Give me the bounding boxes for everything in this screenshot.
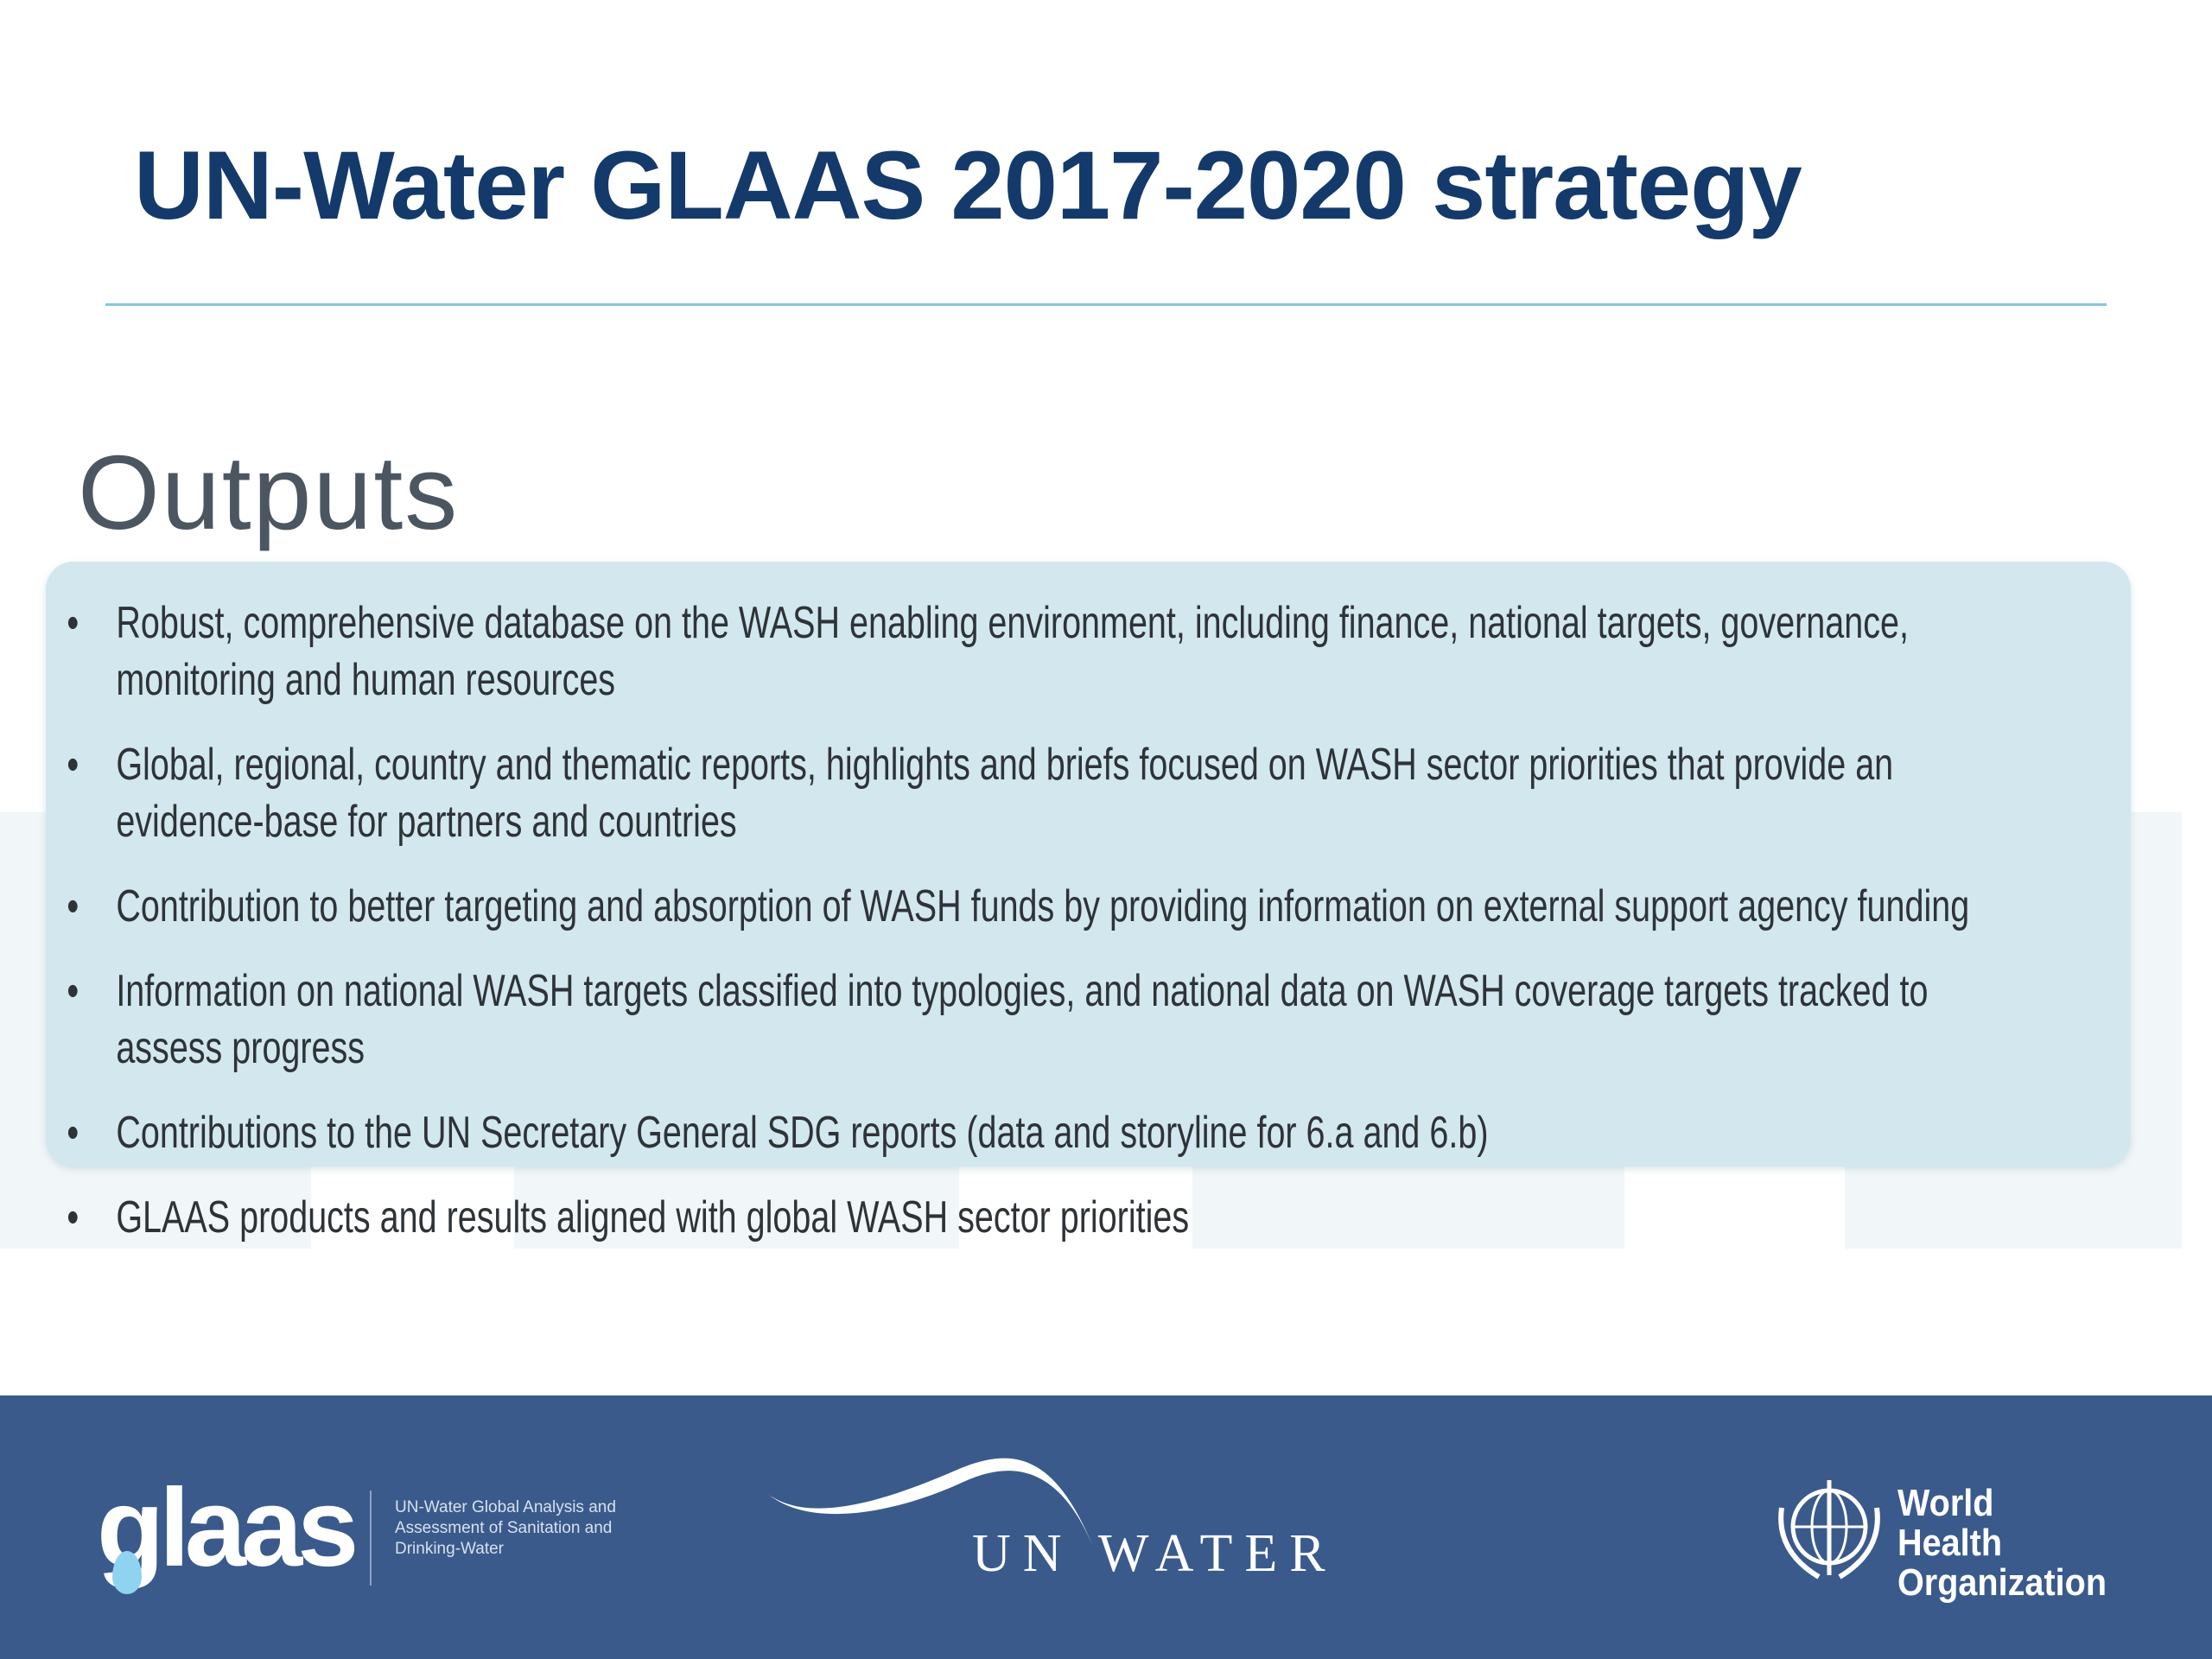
glaas-tagline: UN-Water Global Analysis and Assessment … [395, 1498, 616, 1558]
footer-bar: glaas UN-Water Global Analysis and Asses… [0, 1395, 2212, 1659]
slide-title: UN-Water GLAAS 2017-2020 strategy [134, 131, 1802, 239]
bullet-icon: • [67, 598, 79, 648]
outputs-list: • Robust, comprehensive database on the W… [46, 594, 2029, 1274]
bullet-text: Information on national WASH targets cla… [116, 966, 1929, 1073]
list-item: • Information on national WASH targets cl… [46, 963, 2029, 1077]
bullet-icon: • [67, 1192, 79, 1243]
list-item: • GLAAS products and results aligned with… [46, 1189, 2029, 1246]
water-drop-icon [112, 1551, 142, 1594]
who-emblem-icon [1778, 1480, 1880, 1580]
bullet-text: Global, regional, country and thematic r… [116, 740, 1894, 847]
bullet-text: Robust, comprehensive database on the WA… [116, 598, 1909, 705]
bullet-icon: • [67, 881, 79, 931]
logo-divider [370, 1491, 372, 1586]
bullet-icon: • [67, 740, 79, 790]
unwater-logo: UN WATER [972, 1524, 1338, 1583]
bullet-text: Contribution to better targeting and abs… [116, 881, 1970, 931]
who-logo: World Health Organization [1897, 1482, 2107, 1604]
list-item: • Robust, comprehensive database on the W… [46, 594, 2029, 709]
bullet-text: GLAAS products and results aligned with … [116, 1192, 1190, 1243]
bullet-text: Contributions to the UN Secretary Genera… [116, 1108, 1489, 1158]
outputs-heading: Outputs [78, 434, 460, 551]
title-divider [105, 303, 2107, 306]
bullet-icon: • [67, 1108, 79, 1158]
outputs-box: • Robust, comprehensive database on the W… [46, 562, 2131, 1243]
list-item: • Contribution to better targeting and ab… [46, 878, 2029, 935]
bullet-icon: • [67, 966, 79, 1016]
list-item: • Contributions to the UN Secretary Gener… [46, 1104, 2029, 1161]
list-item: • Global, regional, country and thematic … [46, 736, 2029, 850]
